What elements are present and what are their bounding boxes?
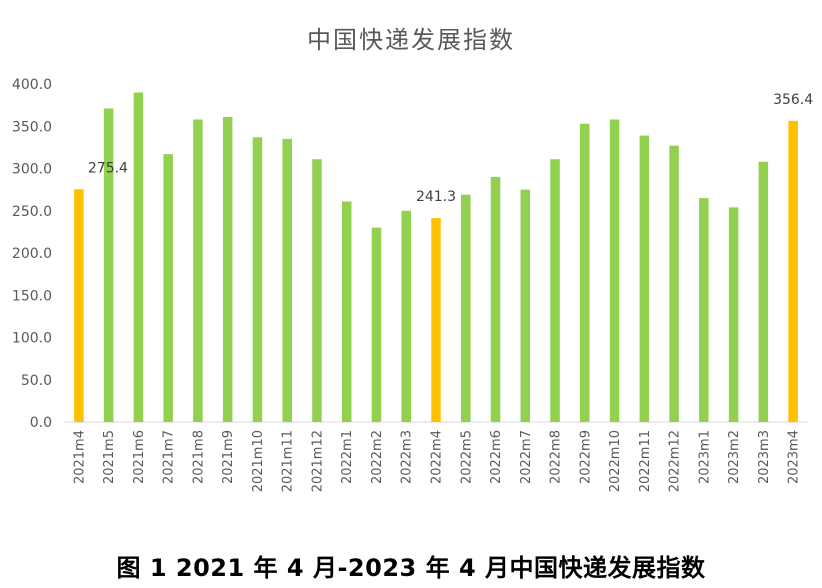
x-tick-label: 2021m10 [251,430,266,492]
bar-2022m12 [669,145,679,422]
y-tick-label: 150.0 [12,288,52,304]
bar-2021m4 [74,189,84,422]
y-tick-label: 250.0 [12,204,52,220]
bar-2023m3 [758,161,769,423]
bar-2021m10 [252,137,263,423]
y-tick-label: 350.0 [12,119,52,135]
x-tick-label: 2022m1 [340,430,355,484]
y-tick-label: 200.0 [12,246,52,262]
bar-2021m9 [222,116,233,422]
bar-2022m11 [639,135,650,423]
bar-2022m1 [341,201,352,422]
x-tick-label: 2022m9 [578,430,593,484]
y-tick-label: 400.0 [12,77,52,93]
x-tick-label: 2023m1 [697,430,712,484]
x-tick-label: 2023m3 [757,430,772,484]
bar-2022m6 [490,176,501,422]
y-tick-label: 0.0 [30,415,52,431]
y-tick-label: 300.0 [12,162,52,178]
x-tick-label: 2021m8 [191,430,206,484]
bar-chart: 0.0 50.0 100.0 150.0 200.0 250.0 300.0 350.0 400… [12,77,813,492]
x-tick-label: 2021m9 [221,430,236,484]
data-label-2022m4: 241.3 [416,189,456,205]
bar-2022m3 [401,210,411,422]
bar-2022m9 [580,123,590,422]
x-tick-label: 2022m11 [638,430,653,492]
bar-2021m12 [312,159,322,422]
x-tick-label: 2021m6 [132,430,147,484]
bar-2022m4 [431,218,441,422]
bar-2023m4 [788,120,798,422]
bar-2023m2 [728,207,739,422]
x-tick-label: 2022m2 [370,430,385,484]
x-tick-label: 2022m5 [459,430,474,484]
x-tick-label: 2022m7 [519,430,534,484]
y-tick-label: 50.0 [21,373,52,389]
bar-2021m8 [193,119,203,423]
x-tick-label: 2022m8 [549,430,564,484]
x-tick-label: 2022m3 [400,430,415,484]
x-tick-label: 2023m4 [787,430,802,484]
x-tick-label: 2022m6 [489,430,504,484]
figure-caption: 图 1 2021 年 4 月-2023 年 4 月中国快递发展指数 [116,554,706,582]
bar-2022m10 [609,119,620,423]
bar-2021m7 [163,154,173,422]
x-tick-label: 2023m2 [727,430,742,484]
x-tick-label: 2022m12 [668,430,683,492]
x-tick-label: 2021m5 [102,430,117,484]
bar-2022m8 [550,159,560,422]
bar-2022m7 [520,189,531,423]
x-tick-label: 2021m12 [310,430,325,492]
x-tick-label: 2021m4 [72,430,87,484]
bar-2022m5 [461,194,471,422]
bar-2021m6 [133,92,144,422]
x-tick-label: 2021m7 [162,430,177,484]
bar-2023m1 [699,198,709,422]
chart-title: 中国快递发展指数 [307,26,515,54]
x-tick-label: 2021m11 [281,430,296,492]
data-label-2023m4: 356.4 [773,92,813,108]
bar-2022m2 [371,227,382,422]
bar-2021m11 [282,138,292,422]
x-tick-label: 2022m10 [608,430,623,492]
x-tick-label: 2022m4 [430,430,445,484]
y-tick-label: 100.0 [12,331,52,347]
bar-2021m5 [103,108,114,422]
data-label-2021m4: 275.4 [88,160,128,176]
